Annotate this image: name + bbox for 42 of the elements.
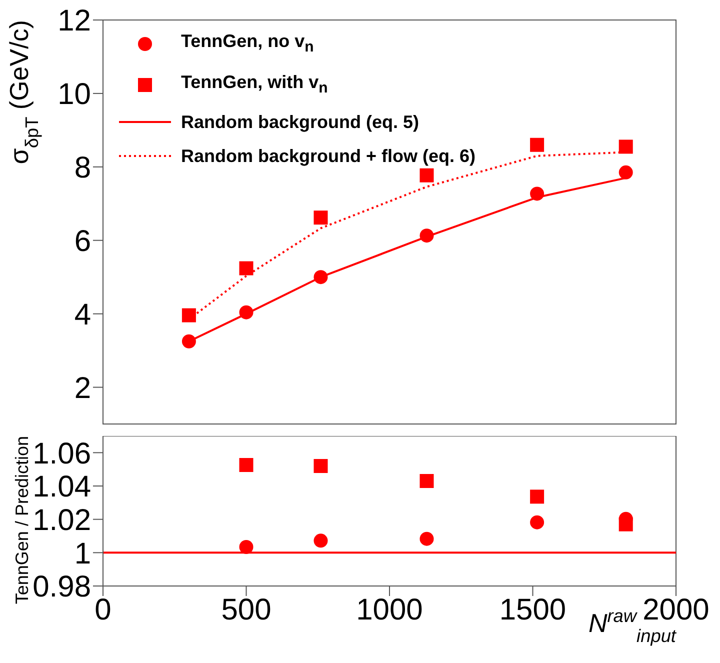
point bbox=[182, 308, 196, 322]
point bbox=[530, 186, 544, 201]
y-tick-label: 6 bbox=[74, 225, 91, 258]
point bbox=[239, 458, 254, 472]
y-axis-title: TennGen / Prediction bbox=[12, 436, 32, 604]
point bbox=[420, 474, 434, 488]
y-tick-label: 1.06 bbox=[32, 437, 91, 470]
legend-label: TennGen, with v$_{n}$ bbox=[181, 70, 328, 98]
x-tick-label: 0 bbox=[94, 593, 112, 626]
point bbox=[618, 517, 633, 532]
point bbox=[314, 210, 328, 225]
point bbox=[420, 228, 434, 243]
point bbox=[530, 138, 544, 152]
x-tick-label: 1500 bbox=[499, 593, 566, 626]
point bbox=[239, 261, 254, 276]
x-tick-label: 2000 bbox=[642, 593, 710, 626]
y-tick-label: 1 bbox=[74, 537, 91, 570]
point bbox=[239, 540, 254, 554]
point bbox=[182, 334, 196, 348]
y-tick-label: 1.04 bbox=[32, 470, 91, 504]
point bbox=[618, 140, 633, 154]
point bbox=[420, 168, 434, 182]
point bbox=[239, 305, 254, 320]
point bbox=[314, 534, 328, 548]
y-tick-label: 0.98 bbox=[32, 570, 91, 604]
point bbox=[314, 270, 328, 284]
x-tick-label: 1000 bbox=[356, 593, 423, 626]
y-tick-label: 2 bbox=[74, 372, 91, 405]
y-tick-label: 1.02 bbox=[32, 504, 91, 537]
point bbox=[314, 459, 328, 473]
point bbox=[530, 490, 544, 504]
legend-label: Random background (eq. 5) bbox=[181, 111, 420, 134]
x-tick-label: 500 bbox=[221, 593, 272, 626]
legend-label: Random background + flow (eq. 6) bbox=[181, 145, 476, 168]
y-tick-label: 10 bbox=[58, 78, 91, 112]
y-tick-label: 8 bbox=[74, 152, 91, 185]
point bbox=[530, 515, 544, 530]
y-tick-label: 4 bbox=[74, 298, 91, 332]
point bbox=[420, 532, 434, 546]
y-tick-label: 12 bbox=[58, 4, 91, 38]
legend-label: TennGen, no v$_{n}$ bbox=[181, 30, 314, 58]
point bbox=[618, 165, 633, 180]
